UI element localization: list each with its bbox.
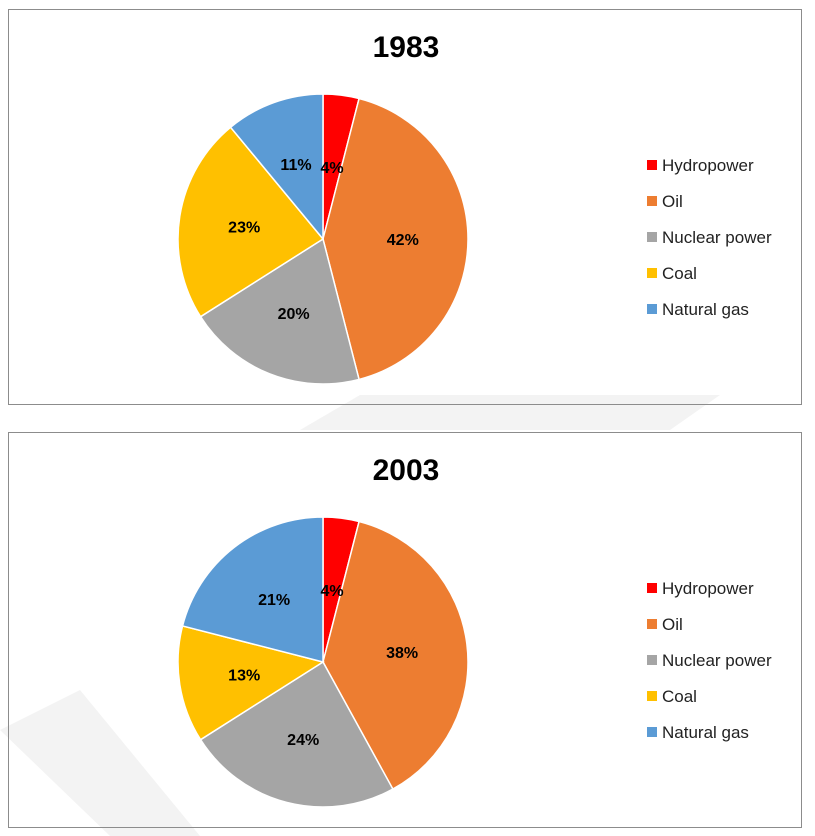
data-label-coal: 23% <box>228 220 260 237</box>
chart-title: 1983 <box>373 31 440 64</box>
legend-swatch-oil <box>647 619 657 629</box>
data-label-hydropower: 4% <box>321 583 344 600</box>
legend-swatch-oil <box>647 196 657 206</box>
legend-swatch-coal <box>647 268 657 278</box>
legend: Hydropower Oil Nuclear power Coal Natura… <box>647 579 772 742</box>
watermark-stripe <box>300 395 720 430</box>
slice-natural-gas <box>181 516 324 663</box>
pie-slices <box>177 516 469 808</box>
pie-chart-2003: 2003 4% 38% 24% 13% 21% Hydropower Oil Nucle… <box>8 432 802 828</box>
watermark-stripe <box>0 690 200 836</box>
slice-natural-gas <box>229 93 324 242</box>
legend-swatch-nuclear-power <box>647 232 657 242</box>
legend-swatch-natural-gas <box>647 304 657 314</box>
slice-oil <box>322 97 469 381</box>
legend-label-hydropower: Hydropower <box>662 579 754 598</box>
legend-label-nuclear-power: Nuclear power <box>662 651 772 670</box>
legend-label-oil: Oil <box>662 615 683 634</box>
data-label-natural-gas: 11% <box>280 157 311 174</box>
data-label-coal: 13% <box>228 668 260 685</box>
legend-swatch-coal <box>647 691 657 701</box>
legend: Hydropower Oil Nuclear power Coal Natura… <box>647 156 772 319</box>
chart-title: 2003 <box>373 454 440 487</box>
legend-swatch-hydropower <box>647 583 657 593</box>
legend-swatch-nuclear-power <box>647 655 657 665</box>
data-label-oil: 42% <box>387 232 419 249</box>
slice-nuclear-power <box>199 660 394 808</box>
data-label-natural-gas: 21% <box>258 592 290 609</box>
legend-label-natural-gas: Natural gas <box>662 723 749 742</box>
legend-swatch-natural-gas <box>647 727 657 737</box>
data-label-nuclear-power: 24% <box>287 732 319 749</box>
legend-label-nuclear-power: Nuclear power <box>662 228 772 247</box>
chart-svg-2003: 2003 4% 38% 24% 13% 21% Hydropower Oil Nucle… <box>177 454 772 808</box>
chart-svg-1983: 1983 4% 42% 20% 23% 11% Hydropower Oil Nucle… <box>177 31 772 385</box>
legend-label-coal: Coal <box>662 264 697 283</box>
data-label-oil: 38% <box>386 645 418 662</box>
legend-label-oil: Oil <box>662 192 683 211</box>
pie-labels: 4% 38% 24% 13% 21% <box>228 583 418 749</box>
pie-chart-1983: 1983 4% 42% 20% 23% 11% Hydropower Oil Nucle… <box>8 9 802 405</box>
data-label-nuclear-power: 20% <box>278 306 310 323</box>
legend-label-coal: Coal <box>662 687 697 706</box>
legend-swatch-hydropower <box>647 160 657 170</box>
legend-label-natural-gas: Natural gas <box>662 300 749 319</box>
data-label-hydropower: 4% <box>321 160 344 177</box>
slice-oil <box>322 520 469 791</box>
pie-slices <box>177 93 469 385</box>
pie-labels: 4% 42% 20% 23% 11% <box>228 157 419 323</box>
slice-coal <box>177 126 325 318</box>
slice-nuclear-power <box>199 237 360 385</box>
slice-coal <box>177 625 325 741</box>
legend-label-hydropower: Hydropower <box>662 156 754 175</box>
